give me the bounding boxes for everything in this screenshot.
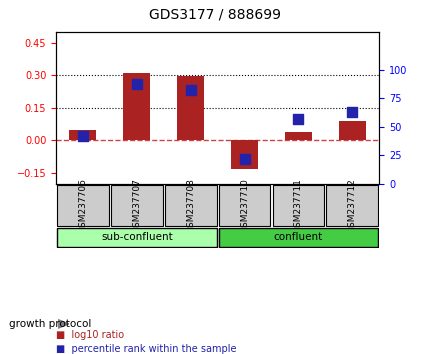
Bar: [284, 132, 311, 141]
FancyBboxPatch shape: [57, 185, 109, 225]
Text: sub-confluent: sub-confluent: [101, 232, 172, 242]
Bar: [123, 73, 150, 141]
Text: ■  log10 ratio: ■ log10 ratio: [56, 330, 124, 339]
Point: [294, 116, 301, 121]
Text: GSM237712: GSM237712: [347, 178, 356, 233]
Text: GDS3177 / 888699: GDS3177 / 888699: [149, 7, 281, 21]
FancyBboxPatch shape: [111, 185, 163, 225]
Text: GSM237707: GSM237707: [132, 178, 141, 233]
Point: [348, 109, 355, 115]
Text: GSM237706: GSM237706: [78, 178, 87, 233]
FancyBboxPatch shape: [326, 185, 378, 225]
Text: GSM237711: GSM237711: [293, 178, 302, 233]
Bar: [338, 121, 365, 141]
Bar: [177, 76, 204, 141]
Text: GSM237708: GSM237708: [186, 178, 195, 233]
Text: growth protocol: growth protocol: [9, 319, 91, 329]
Point: [241, 156, 248, 162]
Polygon shape: [58, 320, 69, 328]
Point: [187, 87, 194, 93]
Text: GSM237710: GSM237710: [240, 178, 249, 233]
FancyBboxPatch shape: [272, 185, 324, 225]
Point: [133, 82, 140, 87]
FancyBboxPatch shape: [57, 228, 216, 247]
Point: [80, 133, 86, 139]
FancyBboxPatch shape: [218, 185, 270, 225]
Bar: [69, 130, 96, 141]
FancyBboxPatch shape: [218, 228, 378, 247]
Text: ■  percentile rank within the sample: ■ percentile rank within the sample: [56, 344, 236, 354]
FancyBboxPatch shape: [165, 185, 216, 225]
Bar: [230, 141, 258, 169]
Text: confluent: confluent: [273, 232, 322, 242]
